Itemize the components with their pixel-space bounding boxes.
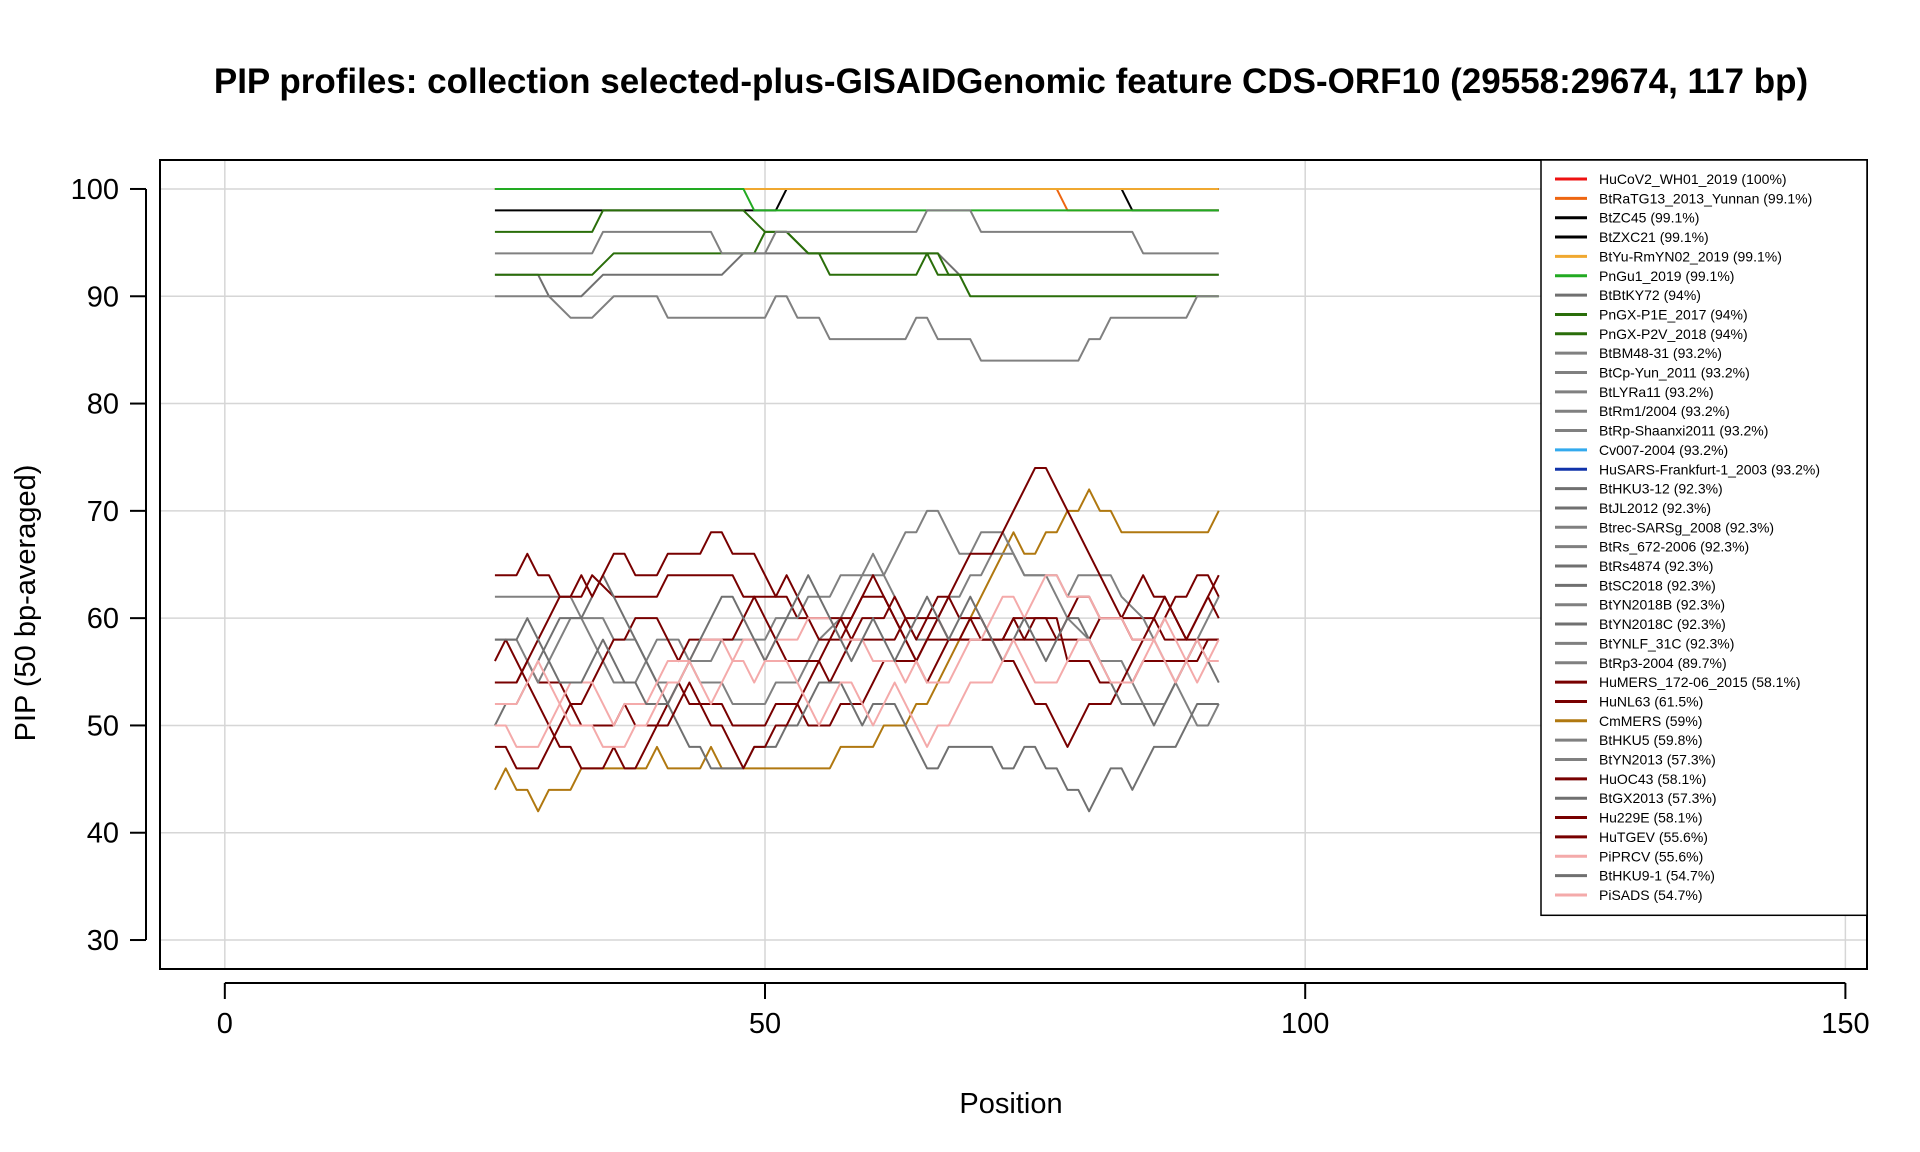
data-series — [494, 187, 1220, 813]
y-tick-label-7: 100 — [71, 174, 119, 206]
series-line-9 — [494, 209, 1219, 255]
legend-label-29: BtHKU5 (59.8%) — [1599, 732, 1702, 748]
legend-label-19: BtRs_672-2006 (92.3%) — [1599, 539, 1749, 555]
y-tick-label-3: 60 — [87, 603, 119, 635]
x-tick-label-3: 150 — [1821, 1008, 1869, 1040]
legend-label-6: BtBtKY72 (94%) — [1599, 287, 1701, 303]
legend-label-10: BtCp-Yun_2011 (93.2%) — [1599, 365, 1750, 381]
legend-label-37: PiSADS (54.7%) — [1599, 887, 1702, 903]
axes: 0 50 100 150 30 40 50 60 70 80 90 100 — [71, 174, 1870, 1040]
series-line-17 — [494, 574, 1219, 813]
legend-label-28: CmMERS (59%) — [1599, 713, 1702, 729]
legend-label-34: HuTGEV (55.6%) — [1599, 829, 1708, 845]
legend: HuCoV2_WH01_2019 (100%) BtRaTG13_2013_Yun… — [1540, 159, 1868, 917]
y-tick-label-1: 40 — [87, 818, 119, 850]
legend-label-11: BtLYRa11 (93.2%) — [1599, 384, 1714, 400]
legend-label-12: BtRm1/2004 (93.2%) — [1599, 403, 1730, 419]
legend-label-14: Cv007-2004 (93.2%) — [1599, 442, 1728, 458]
legend-label-17: BtJL2012 (92.3%) — [1599, 500, 1711, 516]
series-line-20 — [494, 574, 1220, 727]
legend-label-7: PnGX-P1E_2017 (94%) — [1599, 306, 1748, 322]
legend-label-30: BtYN2013 (57.3%) — [1599, 752, 1716, 768]
y-tick-label-0: 30 — [87, 925, 119, 957]
y-tick-label-5: 80 — [87, 389, 119, 421]
legend-label-21: BtSC2018 (92.3%) — [1599, 577, 1716, 593]
legend-label-2: BtZC45 (99.1%) — [1599, 210, 1699, 226]
legend-label-8: PnGX-P2V_2018 (94%) — [1599, 326, 1748, 342]
legend-box — [1540, 159, 1868, 917]
series-line-6 — [494, 252, 1219, 298]
legend-label-35: PiPRCV (55.6%) — [1599, 848, 1703, 864]
x-tick-label-1: 50 — [749, 1008, 781, 1040]
y-tick-label-6: 90 — [87, 281, 119, 313]
legend-label-16: BtHKU3-12 (92.3%) — [1599, 481, 1723, 497]
x-axis-label: Position — [959, 1088, 1062, 1120]
legend-label-20: BtRs4874 (92.3%) — [1599, 558, 1713, 574]
legend-label-15: HuSARS-Frankfurt-1_2003 (93.2%) — [1599, 461, 1820, 477]
y-tick-label-2: 50 — [87, 710, 119, 742]
legend-label-4: BtYu-RmYN02_2019 (99.1%) — [1599, 248, 1782, 264]
legend-label-32: BtGX2013 (57.3%) — [1599, 790, 1717, 806]
legend-label-22: BtYN2018B (92.3%) — [1599, 597, 1725, 613]
series-line-22 — [494, 638, 1219, 748]
legend-label-26: HuMERS_172-06_2015 (58.1%) — [1599, 674, 1801, 690]
chart-title: PIP profiles: collection selected-plus-G… — [214, 62, 1808, 101]
x-tick-label-0: 0 — [217, 1008, 233, 1040]
y-tick-label-4: 70 — [87, 496, 119, 528]
legend-label-13: BtRp-Shaanxi2011 (93.2%) — [1599, 423, 1768, 439]
legend-label-5: PnGu1_2019 (99.1%) — [1599, 268, 1734, 284]
series-line-15 — [494, 509, 1220, 727]
legend-label-3: BtZXC21 (99.1%) — [1599, 229, 1709, 245]
series-line-11 — [494, 552, 1219, 641]
legend-label-31: HuOC43 (58.1%) — [1599, 771, 1706, 787]
grid-lines — [160, 160, 1867, 969]
legend-label-9: BtBM48-31 (93.2%) — [1599, 345, 1722, 361]
legend-label-23: BtYN2018C (92.3%) — [1599, 616, 1726, 632]
legend-label-33: Hu229E (58.1%) — [1599, 810, 1703, 826]
series-line-10 — [494, 295, 1219, 362]
legend-label-36: BtHKU9-1 (54.7%) — [1599, 868, 1715, 884]
legend-label-18: Btrec-SARSg_2008 (92.3%) — [1599, 519, 1774, 535]
legend-label-1: BtRaTG13_2013_Yunnan (99.1%) — [1599, 190, 1812, 206]
series-line-8 — [494, 230, 1219, 298]
legend-label-25: BtRp3-2004 (89.7%) — [1599, 655, 1727, 671]
x-tick-label-2: 100 — [1281, 1008, 1329, 1040]
legend-label-24: BtYNLF_31C (92.3%) — [1599, 635, 1734, 651]
series-line-5 — [494, 187, 1219, 212]
y-axis-label: PIP (50 bp-averaged) — [10, 465, 42, 742]
series-line-13 — [494, 488, 1220, 813]
legend-label-27: HuNL63 (61.5%) — [1599, 693, 1703, 709]
legend-label-0: HuCoV2_WH01_2019 (100%) — [1599, 171, 1787, 187]
